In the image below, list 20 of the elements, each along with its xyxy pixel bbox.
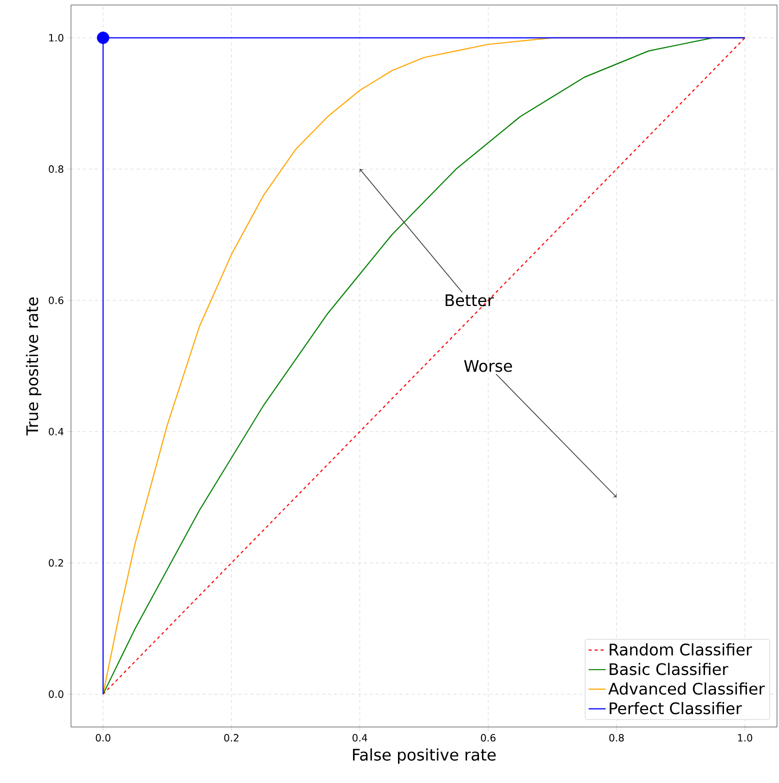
legend-label: Advanced Classifier (608, 682, 765, 695)
legend-label: Basic Classifier (610, 662, 728, 676)
y-tick-label: 1.0 (49, 34, 64, 42)
legend-label: Perfect Classifier (610, 702, 742, 714)
y-tick-label: 0.8 (48, 165, 64, 173)
x-axis-title: False positive rate (353, 748, 496, 764)
y-tick-label: 0.2 (48, 559, 63, 567)
annotation: Better (446, 294, 494, 306)
y-tick-label: 0.0 (48, 690, 64, 698)
y-tick-label: 0.6 (48, 296, 64, 304)
annotation: Worse (464, 360, 512, 372)
x-tick-label: 0.6 (480, 734, 496, 742)
x-tick-label: 0.2 (224, 734, 238, 742)
x-tick-label: 0.0 (96, 734, 110, 742)
x-tick-label: 1.0 (738, 734, 752, 742)
y-tick-label: 0.4 (48, 428, 64, 436)
x-tick-label: 0.8 (609, 734, 624, 742)
y-axis-title: True positive rate (26, 297, 42, 436)
legend-label: Random Classifier (610, 643, 752, 656)
x-tick-label: 0.4 (352, 734, 368, 742)
